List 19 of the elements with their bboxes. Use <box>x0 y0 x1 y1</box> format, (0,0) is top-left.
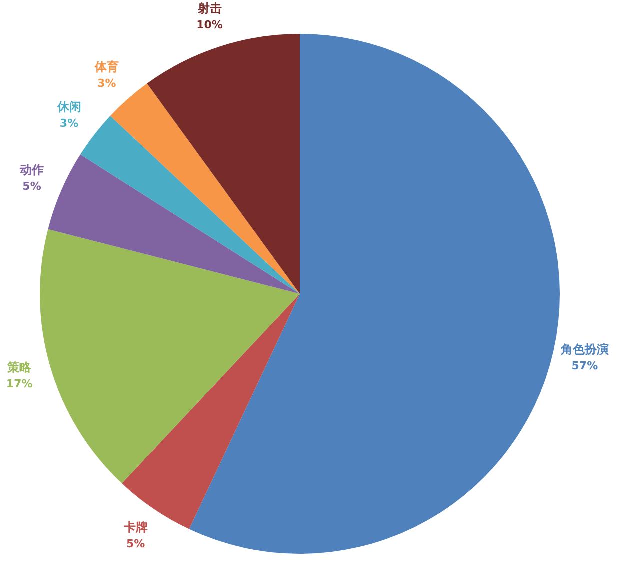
slice-label: 卡牌 <box>122 520 148 535</box>
pie-slice <box>80 116 300 294</box>
slice-label: 策略 <box>6 360 33 374</box>
data-label: 57% <box>572 360 598 373</box>
pie-slice <box>48 154 300 294</box>
slice-label: 体育 <box>94 60 119 74</box>
pie-slice <box>40 229 300 484</box>
data-label: 10% <box>196 18 223 32</box>
pie-slice <box>189 34 560 554</box>
slice-label: 射击 <box>196 1 222 16</box>
data-label: 17% <box>6 377 33 390</box>
slice-label: 休闲 <box>56 100 82 114</box>
pie-slice <box>147 34 300 294</box>
slice-label: 角色扮演 <box>560 342 609 357</box>
data-label: 3% <box>98 76 116 90</box>
data-label: 5% <box>126 538 146 551</box>
slice-label: 动作 <box>19 163 44 178</box>
data-label: 5% <box>22 180 42 194</box>
data-label: 3% <box>60 117 79 130</box>
